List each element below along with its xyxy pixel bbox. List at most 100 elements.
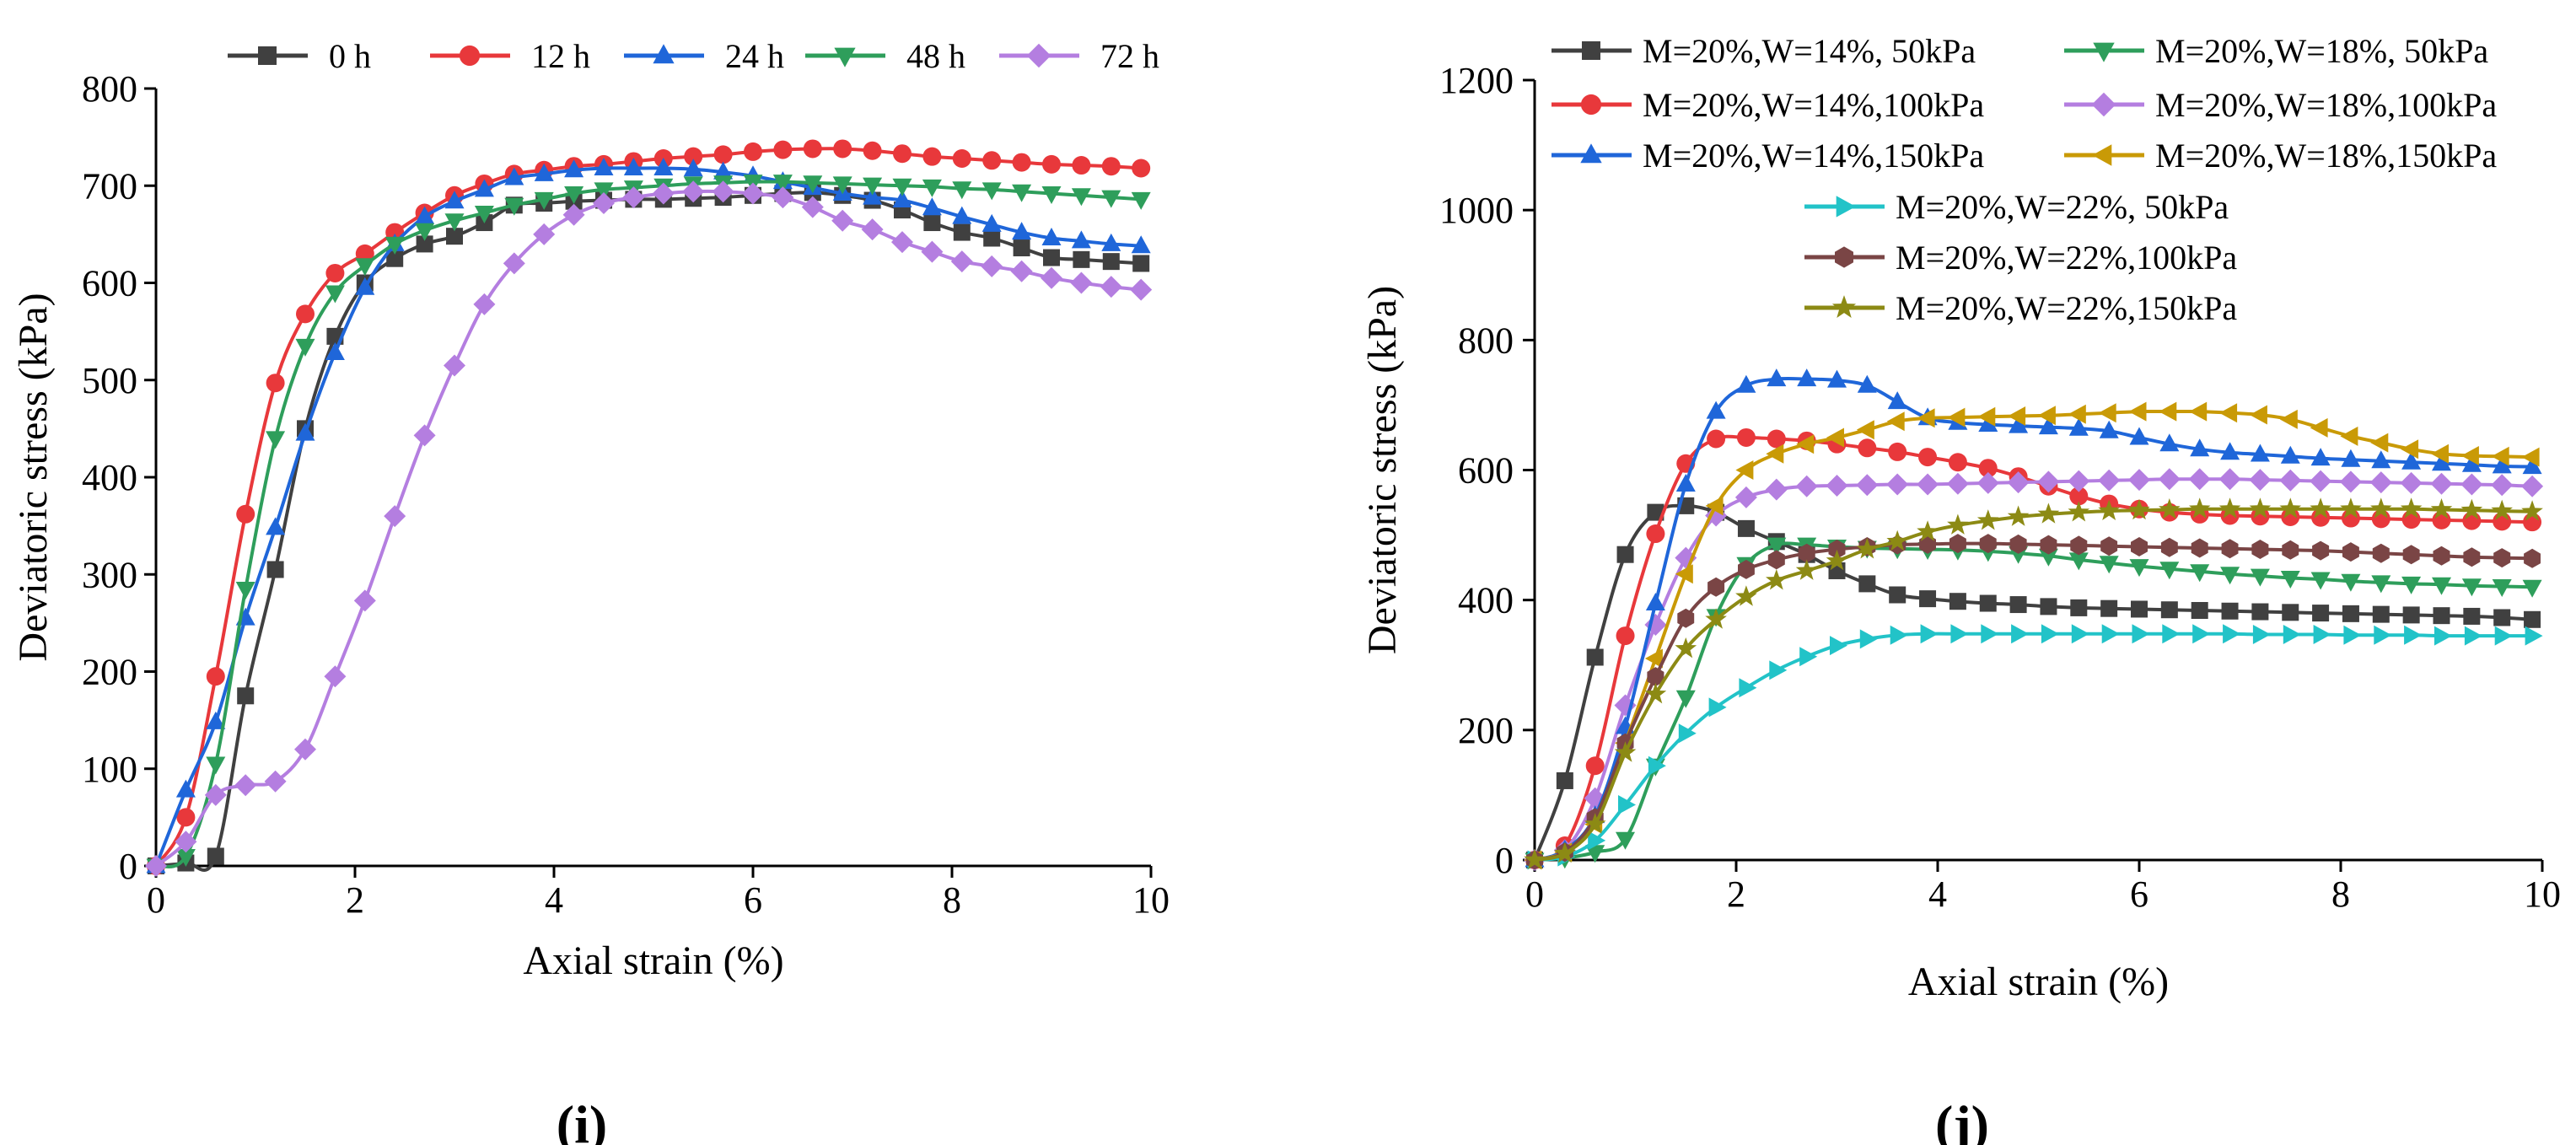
data-point [1041, 186, 1062, 204]
data-point [2280, 445, 2300, 464]
x-tick-label: 10 [2524, 874, 2561, 915]
data-point [2369, 471, 2392, 494]
data-point [2463, 547, 2481, 567]
data-point [2372, 543, 2390, 563]
data-point [564, 159, 584, 178]
data-point [384, 505, 406, 528]
series-line [155, 180, 1142, 869]
data-point [2068, 501, 2090, 522]
data-point [444, 191, 465, 209]
data-point [2192, 624, 2211, 644]
data-point [2282, 540, 2299, 560]
data-point [983, 229, 1001, 247]
data-point [1678, 723, 1697, 744]
data-point [446, 228, 463, 245]
legend-label: M=20%,W=14%, 50kPa [1643, 32, 1976, 70]
legend-marker [1580, 94, 1602, 116]
data-point [593, 192, 615, 214]
x-tick-label: 2 [1727, 874, 1745, 915]
data-point [2009, 415, 2029, 433]
data-point [206, 667, 225, 686]
data-point [386, 250, 404, 267]
data-point [623, 158, 643, 175]
data-point [982, 151, 1002, 170]
data-point [952, 181, 972, 200]
y-tick-label: 700 [82, 165, 137, 207]
data-point [2131, 600, 2148, 618]
data-point [1644, 682, 1667, 704]
data-point [2068, 404, 2086, 424]
data-point [2521, 447, 2540, 467]
data-point [2220, 506, 2240, 525]
data-point [1675, 474, 1696, 492]
series-3 [1524, 468, 2544, 871]
x-tick-label: 6 [744, 879, 762, 921]
data-point [2374, 625, 2392, 645]
data-point [2310, 497, 2331, 519]
data-point [266, 561, 284, 578]
data-point [1041, 228, 1062, 245]
data-point [2524, 610, 2541, 628]
data-point [534, 191, 554, 210]
data-point [922, 197, 942, 216]
y-tick-label: 300 [82, 554, 137, 595]
data-point [1976, 471, 1999, 494]
legend-label: M=20%,W=18%,150kPa [2155, 137, 2497, 175]
data-point [1675, 564, 1693, 584]
y-tick-label: 500 [82, 360, 137, 401]
data-point [1947, 513, 1969, 535]
data-point [1042, 154, 1061, 174]
data-point [1828, 540, 1846, 559]
data-point [2310, 448, 2331, 466]
data-point [1889, 586, 1906, 604]
data-point [2460, 473, 2483, 496]
data-point [2070, 535, 2088, 556]
data-point [1798, 543, 1815, 563]
data-point [1586, 648, 1604, 666]
legend-item: 12 h [430, 37, 590, 75]
data-point [2460, 498, 2483, 520]
data-point [981, 255, 1003, 277]
data-point [1795, 559, 1818, 580]
data-point [2098, 403, 2116, 423]
data-point [2159, 401, 2177, 422]
data-point [294, 738, 316, 761]
data-point [2158, 468, 2181, 491]
data-point [1012, 153, 1031, 172]
data-point [2434, 626, 2452, 646]
data-point [324, 665, 347, 688]
data-point [207, 847, 224, 865]
data-point [1978, 459, 1998, 478]
series-line [155, 191, 1142, 872]
data-point [1618, 795, 1636, 814]
data-point [1949, 593, 1966, 610]
legend-label: 12 h [531, 37, 590, 75]
y-tick-label: 600 [1458, 450, 1514, 492]
data-point [2493, 609, 2511, 626]
panel-label: (j) [1935, 1094, 1989, 1145]
data-point [713, 145, 733, 164]
data-point [2461, 578, 2482, 597]
data-point [2129, 559, 2149, 578]
data-point [1132, 159, 1151, 178]
legend-marker [459, 45, 481, 67]
data-point [355, 277, 375, 295]
legend-marker [653, 44, 675, 64]
data-point [981, 213, 1002, 232]
y-tick-label: 600 [82, 263, 137, 304]
data-point [1101, 233, 1121, 251]
data-point [1795, 475, 1818, 497]
data-point [863, 186, 883, 205]
data-point [2098, 499, 2120, 520]
data-point [1767, 550, 1785, 570]
data-point [1981, 624, 1999, 644]
legend-marker [1580, 143, 1602, 164]
data-point [444, 354, 465, 377]
data-point [2070, 599, 2088, 616]
data-point [1675, 637, 1697, 659]
data-point [1947, 407, 1966, 427]
data-point [2190, 438, 2210, 457]
data-point [234, 774, 257, 797]
data-point [2159, 562, 2180, 580]
data-point [266, 374, 285, 393]
